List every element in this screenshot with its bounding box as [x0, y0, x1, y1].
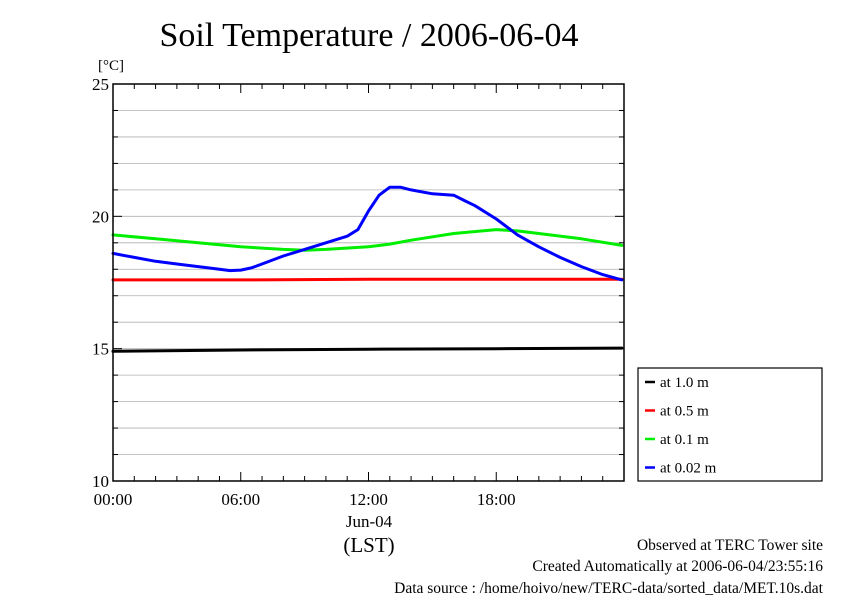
series-line [111, 277, 624, 282]
y-tick-label: 20 [92, 207, 109, 226]
x-tick-label: 00:00 [94, 490, 133, 509]
series-layer [111, 185, 624, 353]
series-line [111, 228, 624, 252]
y-axis-label: [°C] [98, 58, 124, 74]
series-line [111, 185, 624, 282]
axis-ticks: 10 15 20 25 00:00 06:00 12:00 18:00 [92, 75, 625, 509]
plot-frame [112, 83, 625, 482]
legend-item: at 1.0 m [645, 375, 709, 391]
chart-title: Soil Temperature / 2006-06-04 [159, 17, 578, 54]
x-tick-label: 06:00 [221, 490, 260, 509]
y-tick-label: 25 [92, 75, 109, 94]
y-tick-label: 15 [92, 340, 109, 359]
y-tick-label: 10 [92, 472, 109, 491]
series-line [111, 346, 624, 353]
grid [113, 110, 624, 455]
legend-label: at 0.5 m [660, 404, 709, 420]
legend-label: at 0.1 m [660, 432, 709, 448]
legend: at 1.0 m at 0.5 m at 0.1 m at 0.02 m [637, 367, 823, 482]
legend-item: at 0.1 m [645, 432, 709, 448]
footer-created: Created Automatically at 2006-06-04/23:5… [532, 558, 823, 575]
legend-item: at 0.02 m [645, 461, 717, 477]
footer-source: Data source : /home/hoivo/new/TERC-data/… [394, 580, 824, 595]
x-axis-label: (LST) [343, 533, 394, 557]
footer-observed: Observed at TERC Tower site [637, 537, 823, 554]
x-tick-label: 12:00 [349, 490, 388, 509]
x-tick-label: 18:00 [477, 490, 516, 509]
legend-item: at 0.5 m [645, 404, 709, 420]
x-date-label: Jun-04 [346, 512, 393, 531]
legend-box [637, 367, 823, 482]
legend-label: at 0.02 m [660, 461, 717, 477]
legend-label: at 1.0 m [660, 375, 709, 391]
